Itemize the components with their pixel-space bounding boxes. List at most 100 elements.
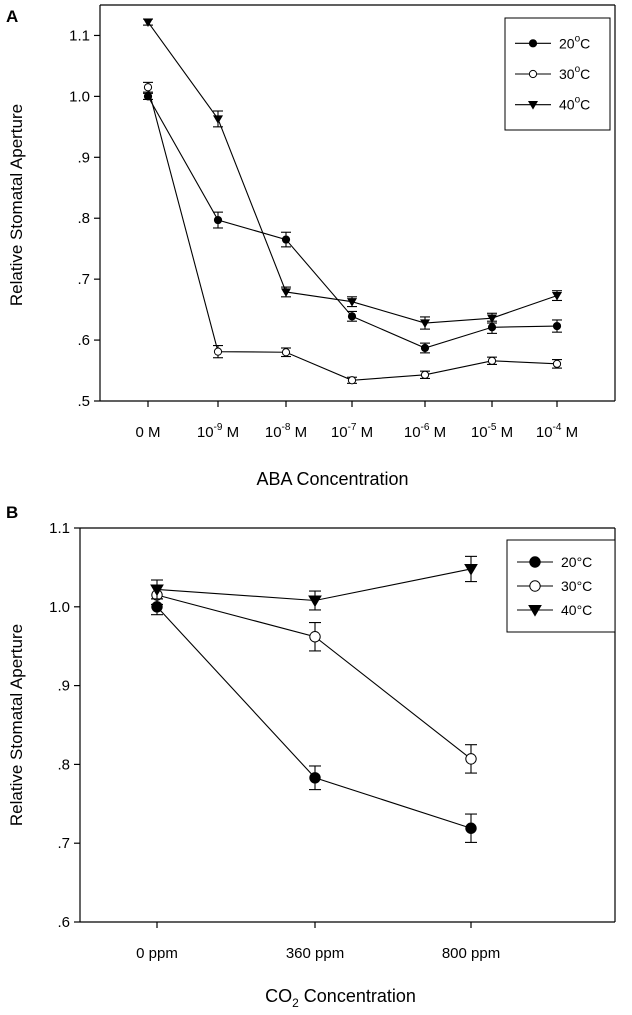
legend-marker [527,101,539,110]
series-40c [142,18,563,330]
legend-label: 20°C [561,554,592,570]
legend-label: 40oC [559,95,590,113]
x-tick-label: 10-9 M [197,422,239,441]
x-tick-label: 10-6 M [404,422,446,441]
x-tick-label-base: 10 [265,424,282,441]
data-point [281,348,291,357]
data-point [309,631,321,643]
data-point [347,312,357,321]
x-tick-label-base: 10 [404,424,421,441]
x-tick-label: 0 ppm [136,945,178,962]
data-point [465,822,477,834]
legend: 20°C30°C40°C [506,539,616,633]
data-point [150,584,164,597]
data-point [551,291,563,301]
data-point [419,319,431,328]
x-tick-label: 10-8 M [265,422,307,441]
x-tick-label-exponent: -5 [488,422,497,433]
x-tick-label: 10-4 M [536,422,578,441]
data-point [308,595,322,608]
x-axis-title-subscript: 2 [292,996,299,1010]
series-line [147,21,558,324]
x-tick-label-exponent: -8 [282,422,291,433]
series-30c [151,584,477,774]
x-tick-label-base: 0 ppm [136,945,178,962]
series-40c [150,555,478,611]
x-tick-label-base: 10 [536,424,553,441]
legend-label-value: 40 [559,97,575,113]
x-tick-label-exponent: -4 [553,422,562,433]
x-axis-title-rest: Concentration [299,986,416,1006]
x-tick-label-exponent: -6 [421,422,430,433]
x-tick-label-exponent: -7 [348,422,357,433]
y-tick-label: .5 [77,393,90,410]
y-axis-title: Relative Stomatal Aperture [7,624,26,826]
legend-label-degree: o [575,64,581,75]
series-line [147,96,558,349]
data-point [213,347,223,356]
legend-label-degree: o [575,33,581,44]
data-point [280,288,292,297]
data-point [347,376,357,385]
legend-label-unit: °C [577,554,593,570]
y-tick-label: .6 [57,914,70,931]
legend-marker [529,556,541,568]
series-20c [151,598,477,843]
y-axis-title: Relative Stomatal Aperture [7,104,26,306]
x-tick-label-unit: M [356,424,373,441]
series-line [156,594,472,760]
data-point [465,753,477,765]
y-tick-label: .9 [57,678,70,695]
legend-label-value: 40 [561,602,577,618]
x-axis-title: CO2 Concentration [265,986,416,1010]
x-tick-label: 10-7 M [331,422,373,441]
x-axis-title: ABA Concentration [256,469,408,489]
data-point [487,356,497,365]
y-tick-label: .8 [77,210,90,227]
legend-label: 30oC [559,64,590,82]
y-tick-label: 1.1 [69,27,90,44]
legend-marker [528,69,538,79]
y-tick-label: .8 [57,756,70,773]
y-tick-label: .6 [77,332,90,349]
x-tick-label: 0 M [135,424,160,441]
data-point [346,298,358,307]
y-tick-label: 1.0 [49,599,70,616]
panel-b: B .6 .7 .8 .9 1.0 1.1 0 ppm 360 ppm 800 ppm Relati… [6,503,616,1010]
legend-label: 20oC [559,33,590,51]
data-point [486,314,498,324]
data-point [552,321,562,331]
legend-label: 30°C [561,578,592,594]
x-tick-label-base: 800 ppm [442,945,500,962]
x-tick-label: 360 ppm [286,945,344,962]
x-axis-title-base: CO [265,986,292,1006]
legend-label-unit: C [580,97,590,113]
x-tick-label-unit: M [496,424,513,441]
data-point [552,359,562,368]
data-point [281,235,291,244]
data-point [143,83,153,92]
y-tick-label: 1.1 [49,520,70,537]
x-tick-label-base: 10 [197,424,214,441]
data-point [464,563,478,576]
data-point [420,370,430,379]
legend-label-degree: o [575,95,581,106]
data-point [142,18,154,27]
x-tick-label-unit: M [429,424,446,441]
x-tick-label: 10-5 M [471,422,513,441]
panel-a: A.5.6.7.8.91.01.10 M 10-9 M 10-8 M 10-7 M 10… [6,4,616,489]
data-point [420,343,430,353]
legend-label-value: 30 [561,578,577,594]
data-point [213,215,223,225]
y-tick-label: .9 [77,149,90,166]
legend-label-unit: °C [577,602,593,618]
data-point [487,323,497,332]
series-30c [143,81,562,385]
legend-label: 40°C [561,602,592,618]
x-tick-label-unit: M [561,424,578,441]
legend-label-value: 20 [561,554,577,570]
legend-marker [528,39,538,48]
series-20c [143,92,562,354]
x-tick-label-unit: M [290,424,307,441]
